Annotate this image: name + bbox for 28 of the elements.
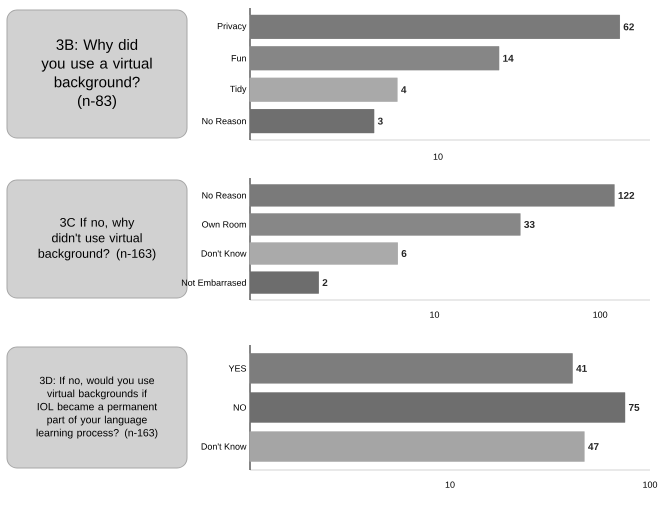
y-tick-label: Fun — [232, 55, 246, 62]
data-label: 47 — [588, 443, 599, 450]
text: 10 — [434, 154, 443, 160]
x-tick-label: 100 — [643, 482, 658, 488]
y-tick-label: YES — [228, 365, 246, 372]
data-label: 3 — [378, 118, 383, 125]
text: 3C If no, why didn't use virtual background? (n-163) — [38, 218, 156, 260]
y-tick-label: Own Room — [202, 221, 246, 228]
data-label: 33 — [524, 220, 535, 228]
text: 3B: Why did you use a virtual background? (n-83) — [41, 39, 152, 109]
y-tick-label: Not Embarrased — [182, 279, 246, 286]
data-label: 122 — [618, 192, 634, 199]
data-label: 2 — [322, 279, 328, 286]
y-tick-label: Privacy — [218, 22, 246, 32]
y-tick-label: Don't Know — [202, 443, 246, 450]
y-tick-label: No Reason — [202, 118, 246, 124]
data-label: 4 — [401, 86, 406, 94]
y-tick-label: NO — [234, 404, 246, 411]
data-label: 75 — [628, 404, 640, 411]
x-tick-label: 100 — [593, 312, 608, 318]
data-label: 62 — [624, 23, 634, 30]
data-label: 6 — [402, 250, 406, 258]
data-label: 41 — [576, 365, 587, 372]
data-label: 14 — [503, 54, 514, 62]
y-tick-label: No Reason — [202, 192, 246, 199]
y-tick-label: Tidy — [230, 86, 246, 94]
text: 3D: If no, would you use virtual backgrounds if IOL became a permanent part of your language learning process? (n-163) — [36, 376, 158, 439]
y-tick-label: Don't Know — [202, 250, 246, 257]
